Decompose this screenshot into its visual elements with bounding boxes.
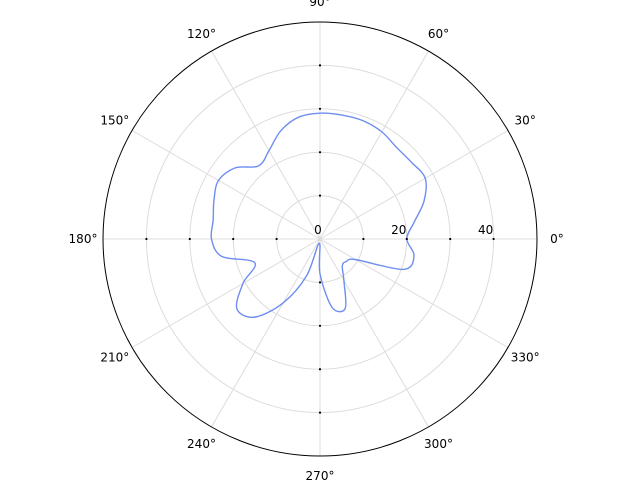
radial-tick-label: 0 <box>314 223 322 237</box>
angle-tick-label: 90° <box>309 0 330 9</box>
polar-grid <box>103 22 537 456</box>
grid-spoke <box>319 238 429 428</box>
radial-tick-mark <box>405 237 408 241</box>
radial-tick-mark <box>318 107 322 110</box>
angle-tick-label: 240° <box>187 437 216 451</box>
series-line <box>210 112 427 318</box>
grid-spoke <box>211 238 321 428</box>
angle-tick-label: 30° <box>515 114 536 128</box>
radial-tick-mark <box>318 64 322 67</box>
grid-spoke <box>319 50 429 240</box>
angle-tick-label: 0° <box>550 232 564 246</box>
polar-frame <box>102 21 538 457</box>
angle-tick-label: 330° <box>511 351 540 365</box>
grid-spoke <box>319 238 509 348</box>
grid-spoke <box>131 238 321 348</box>
radial-tick-mark <box>492 237 495 241</box>
angle-tick-label: 150° <box>100 114 129 128</box>
radial-tick-mark <box>188 237 191 241</box>
tick-layer <box>145 64 495 414</box>
series-layer <box>210 112 427 318</box>
radial-tick-mark <box>232 237 235 241</box>
radial-tick-mark <box>318 411 322 414</box>
radial-tick-mark <box>145 237 148 241</box>
grid-spoke <box>319 130 509 240</box>
angle-tick-label: 180° <box>69 232 98 246</box>
radial-tick-mark <box>318 194 322 197</box>
angle-tick-label: 60° <box>428 27 449 41</box>
radial-tick-mark <box>318 324 322 327</box>
radial-tick-mark <box>449 237 452 241</box>
angle-tick-label: 300° <box>424 437 453 451</box>
radial-tick-mark <box>318 281 322 284</box>
radial-tick-mark <box>318 368 322 371</box>
radial-tick-mark <box>275 237 278 241</box>
radial-tick-label: 20 <box>391 223 406 237</box>
angle-tick-label: 120° <box>187 27 216 41</box>
radial-tick-mark <box>318 151 322 154</box>
grid-spoke <box>211 50 321 240</box>
radial-tick-label: 40 <box>478 223 493 237</box>
label-layer: 0° 30° 60° 90° 120° 150° 180° 210° 240° 270° 300° 3… <box>69 0 564 480</box>
grid-spoke <box>131 130 321 240</box>
radial-tick-mark <box>362 237 365 241</box>
angle-tick-label: 210° <box>100 351 129 365</box>
angle-tick-label: 270° <box>306 469 335 480</box>
